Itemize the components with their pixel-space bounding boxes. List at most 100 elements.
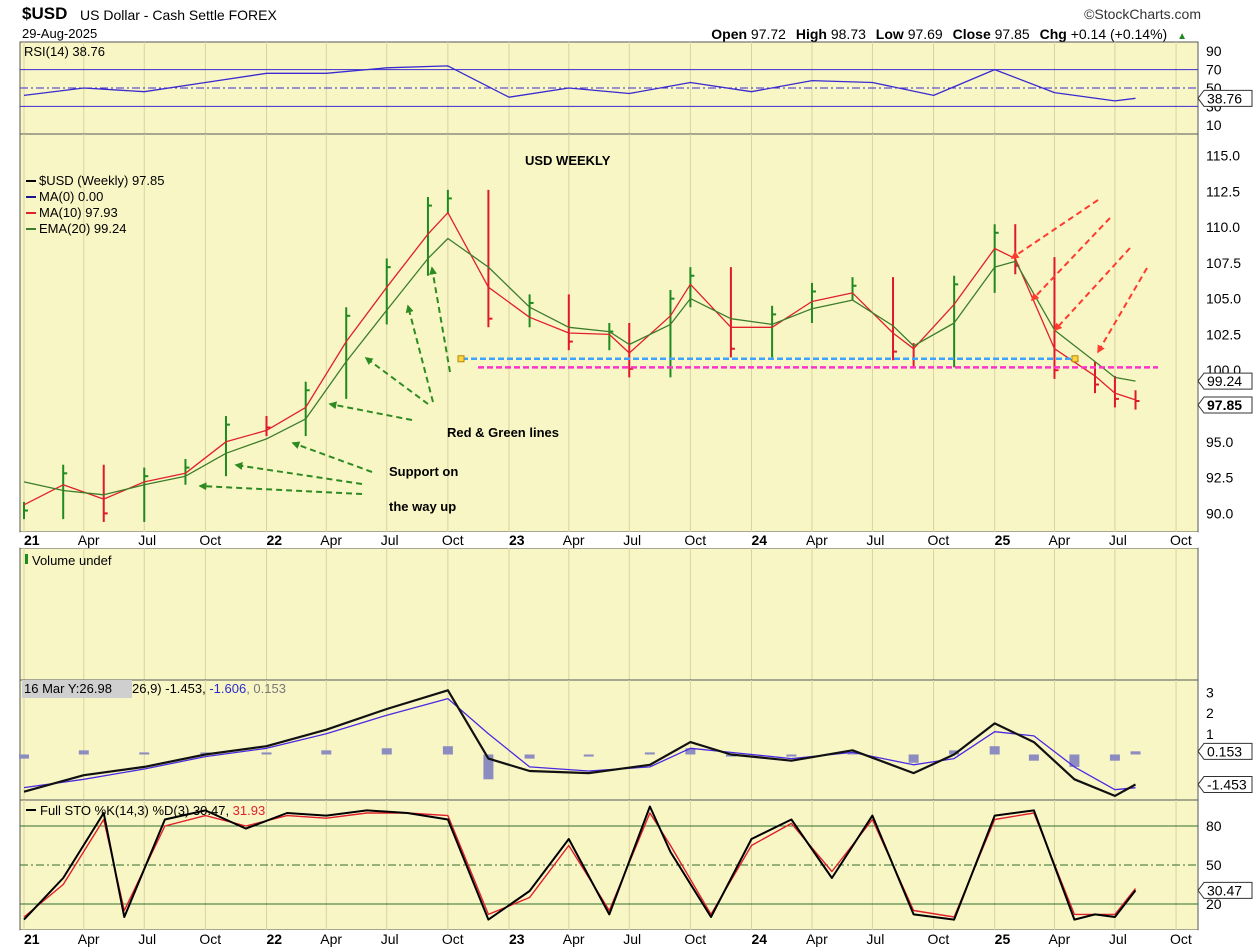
volume-icon: [25, 554, 28, 564]
sto-current-value: 30.47: [1207, 882, 1242, 898]
macd-histogram-value-badge: [1197, 742, 1253, 760]
macd-histogram-bar: [1130, 751, 1141, 755]
chart-date: 29-Aug-2025: [22, 26, 98, 41]
low-value: 97.69: [907, 26, 943, 42]
sto-x-tick-label-3: Oct: [199, 931, 221, 947]
symbol-description: US Dollar - Cash Settle FOREX: [80, 7, 277, 23]
chg-label: Chg: [1039, 26, 1067, 42]
price-x-tick-label-9: Apr: [563, 532, 585, 548]
sto-d-line: [23, 812, 1137, 918]
price-current-value-badge: [1197, 396, 1253, 414]
price-legend-entry-0: $USD (Weekly) 97.85: [39, 173, 164, 188]
sto-x-tick-label-18: Jul: [1109, 931, 1127, 947]
macd-histogram-bar: [442, 746, 453, 755]
sto-y-tick-label-2: 20: [1206, 896, 1222, 912]
price-x-tick-label-1: Apr: [78, 532, 100, 548]
sto-x-tick-label-5: Apr: [320, 931, 342, 947]
macd-histogram-bar: [381, 748, 392, 755]
macd-legend-part-0: 26,9) -1.453,: [132, 681, 209, 696]
price-legend-entry-2: MA(10) 97.93: [39, 205, 118, 220]
macd-histogram-bar: [949, 750, 960, 755]
sto-y-tick-label-0: 80: [1206, 818, 1222, 834]
sto-x-tick-label-6: Jul: [381, 931, 399, 947]
support-label-line1: Support on: [389, 464, 458, 479]
macd-legend-part-2: , 0.153: [246, 681, 286, 696]
price-x-tick-label-13: Apr: [806, 532, 828, 548]
x-axis-strip-0: [20, 532, 1198, 548]
macd-line: [23, 689, 1137, 798]
brand-logo[interactable]: ©StockCharts.com: [1084, 6, 1201, 22]
macd-histogram-bar: [1028, 754, 1039, 761]
macd-histogram-bar: [483, 754, 494, 780]
sto-current-value-badge: [1197, 881, 1253, 899]
rsi-current-value: 38.76: [1207, 90, 1242, 106]
sto-legend-part-1: 31.93: [233, 803, 266, 818]
sto-x-tick-label-10: Jul: [623, 931, 641, 947]
red-arrow-0: [1010, 199, 1099, 259]
green-arrow-3: [328, 401, 413, 421]
open-value: 97.72: [750, 26, 786, 42]
macd-legend-part-1: -1.606: [209, 681, 246, 696]
price-y-tick-label-9: 92.5: [1206, 470, 1233, 486]
exchange-text: FOREX: [228, 7, 277, 23]
price-x-tick-label-3: Oct: [199, 532, 221, 548]
ema20-line: [23, 237, 1136, 496]
sto-x-tick-label-12: 24: [752, 931, 768, 947]
macd-histogram-bar: [19, 754, 29, 759]
macd-histogram-bar: [644, 752, 655, 755]
sto-x-tick-label-16: 25: [995, 931, 1011, 947]
price-y-tick-label-3: 107.5: [1206, 255, 1241, 271]
price-x-tick-label-12: 24: [752, 532, 768, 548]
sto-x-tick-label-13: Apr: [806, 931, 828, 947]
macd-current-value: -1.453: [1207, 777, 1247, 793]
rsi-legend: RSI(14) 38.76: [24, 44, 105, 59]
high-label: High: [795, 26, 827, 42]
chg-value: +0.14 (+0.14%): [1070, 26, 1168, 42]
rsi-y-tick-label-4: 10: [1206, 117, 1222, 133]
price-x-tick-label-16: 25: [995, 532, 1011, 548]
macd-histogram-bar: [78, 750, 89, 755]
red-arrow-2: [1053, 247, 1131, 332]
price-y-tick-label-5: 102.5: [1206, 326, 1241, 342]
green-arrow-6: [429, 266, 451, 373]
rsi-current-value-badge: [1197, 89, 1253, 107]
price-x-tick-label-8: 23: [509, 532, 525, 548]
price-x-tick-label-19: Oct: [1170, 532, 1192, 548]
price-x-tick-label-4: 22: [267, 532, 283, 548]
sto-x-tick-label-15: Oct: [928, 931, 950, 947]
price-y-tick-label-1: 112.5: [1206, 183, 1240, 199]
macd-histogram-bar: [1069, 754, 1080, 767]
price-y-tick-label-0: 115.0: [1206, 147, 1240, 163]
macd-histogram-bar: [261, 752, 272, 755]
sto-x-tick-label-19: Oct: [1170, 931, 1192, 947]
support-line-handle-left: [457, 355, 465, 363]
weekly-title: USD WEEKLY: [525, 153, 611, 168]
green-arrow-1: [234, 461, 363, 485]
price-x-tick-label-2: Jul: [138, 532, 156, 548]
macd-histogram-bar: [583, 754, 594, 757]
price-current-value: 97.85: [1207, 397, 1242, 413]
sto-y-tick-label-1: 50: [1206, 857, 1222, 873]
sto-k-line: [23, 805, 1137, 921]
macd-legend: 26,9) -1.453, -1.606, 0.153: [132, 681, 286, 696]
sto-legend-part-0: Full STO %K(14,3) %D(3) 30.47,: [40, 803, 233, 818]
sto-x-tick-label-2: Jul: [138, 931, 156, 947]
price-x-tick-label-5: Apr: [320, 532, 342, 548]
price-x-tick-label-17: Apr: [1048, 532, 1070, 548]
price-y-tick-label-4: 105.0: [1206, 291, 1241, 307]
rsi-y-tick-label-1: 70: [1206, 62, 1222, 78]
macd-histogram-bar: [524, 754, 535, 759]
macd-histogram-bar: [908, 754, 919, 763]
x-axis-strip-1: [20, 930, 1198, 946]
macd-histogram-value: 0.153: [1207, 743, 1242, 759]
sto-x-tick-label-0: 21: [24, 931, 40, 947]
price-x-tick-label-18: Jul: [1109, 532, 1127, 548]
price-y-tick-label-10: 90.0: [1206, 505, 1233, 521]
macd-histogram-bar: [989, 746, 1000, 755]
red-arrow-3: [1097, 267, 1148, 354]
macd-histogram-bar: [847, 752, 858, 755]
sto-x-tick-label-9: Apr: [563, 931, 585, 947]
macd-current-value-badge: [1197, 776, 1253, 794]
rsi-line: [23, 65, 1136, 102]
